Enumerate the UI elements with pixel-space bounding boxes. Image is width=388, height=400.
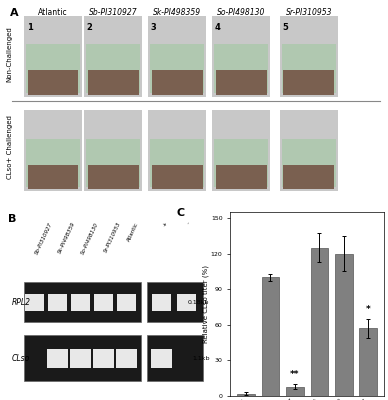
Bar	[177, 294, 196, 310]
Text: CLso+ Challenged: CLso+ Challenged	[7, 115, 13, 179]
Text: 2: 2	[87, 23, 93, 32]
Text: -: -	[187, 221, 192, 225]
Bar	[282, 44, 336, 93]
Bar	[86, 139, 140, 188]
Bar	[26, 294, 44, 310]
Text: Atlantic: Atlantic	[126, 221, 140, 242]
Text: Sb-PI310927: Sb-PI310927	[35, 221, 54, 255]
Text: RPL2: RPL2	[12, 298, 31, 307]
Bar	[284, 165, 334, 189]
Text: Sb-PI310927: Sb-PI310927	[89, 8, 137, 17]
Bar	[148, 110, 206, 191]
Bar	[147, 335, 203, 381]
Text: Sr-PI310953: Sr-PI310953	[286, 8, 332, 17]
Bar	[26, 44, 80, 93]
Bar	[335, 254, 353, 396]
Text: A: A	[10, 8, 18, 18]
Text: 5: 5	[282, 23, 288, 32]
Bar	[212, 110, 270, 191]
Bar	[150, 44, 204, 93]
Bar	[84, 110, 142, 191]
Bar	[237, 394, 255, 396]
Text: CLso: CLso	[12, 354, 30, 363]
Text: *: *	[366, 305, 371, 314]
Text: So-PI498130: So-PI498130	[81, 221, 100, 255]
Bar	[214, 139, 268, 188]
Bar	[280, 16, 338, 97]
Y-axis label: Relative CLso titer (%): Relative CLso titer (%)	[203, 265, 210, 343]
Bar	[151, 349, 172, 368]
Bar	[148, 16, 206, 97]
Bar	[152, 165, 203, 189]
Text: Sk-PI498359: Sk-PI498359	[153, 8, 201, 17]
Bar	[24, 282, 141, 322]
Text: Sr-PI310953: Sr-PI310953	[103, 221, 122, 254]
Bar	[94, 294, 113, 310]
Text: 4: 4	[215, 23, 221, 32]
Bar	[262, 277, 279, 396]
Bar	[70, 349, 91, 368]
Bar	[86, 44, 140, 93]
Bar	[152, 70, 203, 95]
Bar	[84, 16, 142, 97]
Text: Non-Challenged: Non-Challenged	[7, 26, 13, 82]
Bar	[216, 165, 267, 189]
Bar	[24, 110, 82, 191]
Text: 1.1kb: 1.1kb	[192, 356, 210, 361]
Text: 0.18kb: 0.18kb	[188, 300, 210, 305]
Bar	[116, 349, 137, 368]
Bar	[26, 139, 80, 188]
Bar	[71, 294, 90, 310]
Bar	[93, 349, 114, 368]
Bar	[280, 110, 338, 191]
Text: Sk-PI498359: Sk-PI498359	[58, 221, 77, 255]
Text: C: C	[176, 208, 184, 218]
Bar	[152, 294, 171, 310]
Bar	[214, 44, 268, 93]
Text: **: **	[290, 370, 300, 379]
Text: So-PI498130: So-PI498130	[217, 8, 265, 17]
Bar	[28, 165, 78, 189]
Bar	[216, 70, 267, 95]
Bar	[147, 282, 203, 322]
Bar	[284, 70, 334, 95]
Bar	[48, 294, 67, 310]
Bar	[24, 16, 82, 97]
Text: Atlantic: Atlantic	[38, 8, 68, 17]
Bar	[212, 16, 270, 97]
Text: 3: 3	[151, 23, 156, 32]
Bar	[88, 165, 139, 189]
Bar	[282, 139, 336, 188]
Bar	[24, 335, 141, 381]
Bar	[88, 70, 139, 95]
Bar	[117, 294, 136, 310]
Text: 1: 1	[26, 23, 33, 32]
Text: B: B	[8, 214, 16, 224]
Bar	[28, 70, 78, 95]
Bar	[360, 328, 377, 396]
Bar	[47, 349, 68, 368]
Bar	[286, 386, 304, 396]
Bar	[310, 248, 328, 396]
Bar	[150, 139, 204, 188]
Text: +: +	[161, 221, 168, 228]
